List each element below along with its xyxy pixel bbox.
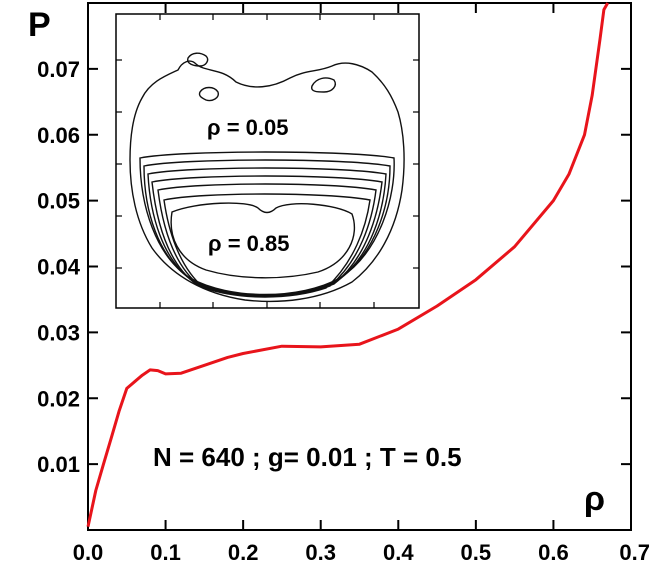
inset-contour-plot: ρ = 0.05 ρ = 0.85	[115, 13, 420, 309]
y-axis-ticks: 0.01 0.02 0.03 0.04 0.05 0.06 0.07	[37, 57, 631, 477]
series-line	[86, 2, 609, 528]
y-tick-label: 0.02	[37, 386, 80, 411]
contour-inner	[170, 202, 356, 279]
x-tick-label: 0.6	[538, 540, 569, 565]
y-tick-label: 0.06	[37, 123, 80, 148]
series-layer	[86, 2, 609, 528]
contour-5	[157, 183, 377, 298]
x-tick-label: 0.0	[73, 540, 104, 565]
y-tick-label: 0.04	[37, 255, 81, 280]
x-axis-title: ρ	[584, 480, 605, 518]
inset-ticks	[116, 14, 419, 308]
y-axis-title: P	[28, 6, 51, 44]
y-tick-label: 0.07	[37, 57, 80, 82]
inset-contours	[129, 52, 405, 303]
x-axis-ticks: 0.0 0.1 0.2 0.3 0.4 0.5 0.6 0.7	[73, 3, 650, 565]
contour-4	[151, 175, 383, 297]
x-tick-label: 0.7	[619, 540, 650, 565]
x-tick-label: 0.1	[150, 540, 181, 565]
y-tick-label: 0.01	[37, 452, 80, 477]
contour-island-3	[311, 77, 336, 93]
inset-frame	[115, 13, 420, 309]
x-tick-label: 0.4	[383, 540, 414, 565]
inset-label-high-density: ρ = 0.85	[208, 231, 290, 256]
x-tick-label: 0.3	[305, 540, 336, 565]
inset-label-low-density: ρ = 0.05	[207, 115, 289, 140]
x-tick-label: 0.5	[461, 540, 492, 565]
y-tick-label: 0.03	[37, 320, 80, 345]
y-tick-label: 0.05	[37, 189, 80, 214]
contour-island-2	[198, 86, 219, 102]
x-tick-label: 0.2	[228, 540, 259, 565]
contour-outer	[129, 60, 405, 303]
parameters-annotation: N = 640 ; g= 0.01 ; T = 0.5	[153, 442, 462, 472]
contour-island-1	[187, 52, 209, 67]
contour-6	[163, 193, 371, 298]
